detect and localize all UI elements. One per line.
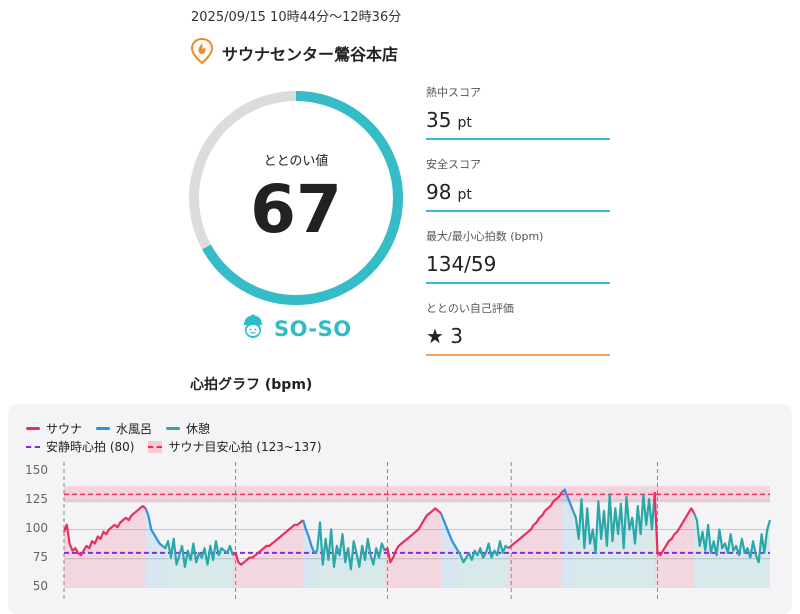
safety-score-label: 安全スコア — [426, 158, 481, 171]
rest-area-11 — [573, 492, 655, 588]
rest-line-13 — [693, 512, 772, 564]
sauna-line-6 — [383, 507, 442, 564]
star-icon: ★ — [426, 324, 444, 348]
y-tick-100: 100 — [25, 521, 48, 535]
rest-area-13 — [694, 513, 770, 588]
facility-name: サウナセンター鶯谷本店 — [222, 45, 399, 64]
water-line-4 — [302, 519, 316, 554]
smiley-cap-icon — [240, 313, 266, 345]
self-rating-label: ととのい自己評価 — [426, 302, 514, 315]
legend-resting-hr: 安静時心拍 (80) — [26, 438, 134, 455]
heart-rate-range-value: 134/59 — [426, 252, 497, 276]
self-rating-underline — [426, 354, 610, 356]
y-tick-150: 150 — [25, 463, 48, 477]
y-tick-125: 125 — [25, 492, 48, 506]
mood-indicator: SO-SO — [240, 314, 352, 344]
mood-label: SO-SO — [274, 317, 352, 341]
rest-line-5 — [313, 521, 386, 571]
score-value: 67 — [250, 171, 342, 248]
score-ring-progress — [189, 91, 403, 305]
score-label: ととのい値 — [263, 154, 329, 169]
session-datetime: 2025/09/15 10時44分〜12時36分 — [191, 10, 402, 25]
sauna-line-9 — [507, 491, 563, 550]
legend-sauna-target: サウナ目安心拍 (123~137) — [148, 438, 322, 455]
water-line-7 — [439, 512, 459, 552]
heart-rate-chart — [62, 462, 772, 600]
sauna-area-9 — [508, 492, 562, 588]
rest-line-2 — [161, 537, 234, 568]
graph-legend-reference: 安静時心拍 (80) サウナ目安心拍 (123~137) — [26, 438, 322, 455]
safety-score-value: 98 pt — [426, 180, 472, 204]
heat-score-underline — [426, 138, 610, 140]
y-tick-50: 50 — [32, 579, 48, 593]
safety-score-underline — [426, 210, 610, 212]
legend-rest: 休憩 — [166, 420, 210, 437]
sauna-line-3 — [232, 519, 304, 566]
heart-rate-range-underline — [426, 282, 610, 284]
heat-score-value: 35 pt — [426, 108, 472, 132]
water-area-10 — [561, 489, 574, 588]
score-ring — [189, 91, 403, 305]
water-line-1 — [144, 507, 164, 547]
water-area-4 — [303, 520, 315, 588]
heart-rate-range-label: 最大/最小心拍数 (bpm) — [426, 230, 544, 243]
graph-legend-series: サウナ 水風呂 休憩 — [26, 420, 210, 437]
sauna-area-6 — [384, 508, 441, 588]
water-area-7 — [440, 513, 458, 588]
water-line-10 — [561, 488, 575, 512]
sauna-line-12 — [653, 492, 696, 557]
heart-rate-graph-title: 心拍グラフ (bpm) — [190, 377, 313, 393]
rest-line-8 — [456, 540, 510, 564]
sauna-line-0 — [62, 505, 147, 557]
legend-sauna: サウナ — [26, 420, 82, 437]
legend-water-bath: 水風呂 — [96, 420, 152, 437]
facility-header[interactable]: サウナセンター鶯谷本店 — [190, 37, 399, 69]
sauna-area-12 — [654, 492, 695, 588]
rest-line-11 — [572, 492, 656, 554]
heat-score-label: 熱中スコア — [426, 86, 481, 99]
sauna-area-0 — [64, 506, 146, 588]
self-rating-value[interactable]: ★ 3 — [426, 324, 464, 348]
flame-pin-icon — [190, 37, 214, 69]
y-tick-75: 75 — [32, 550, 48, 564]
sauna-area-3 — [232, 520, 304, 588]
water-area-1 — [145, 508, 163, 588]
